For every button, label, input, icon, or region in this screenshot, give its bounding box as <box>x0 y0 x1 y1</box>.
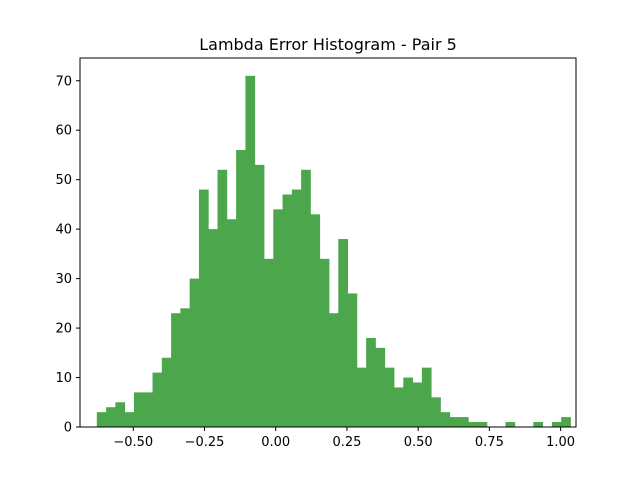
histogram-bar <box>347 293 358 427</box>
histogram-bar <box>180 308 191 427</box>
y-tick-label: 10 <box>55 371 72 386</box>
y-tick-label: 30 <box>55 272 72 287</box>
histogram-bar <box>319 258 330 427</box>
histogram-bar <box>431 397 441 427</box>
histogram-bar <box>459 417 469 427</box>
histogram-bar <box>263 258 274 427</box>
histogram-bars <box>96 75 571 428</box>
histogram-bar <box>412 382 423 427</box>
x-tick-label: −0.50 <box>113 435 153 450</box>
x-tick-label: 0.50 <box>404 435 433 450</box>
histogram-bar <box>282 194 293 427</box>
y-tick-label: 20 <box>55 322 72 337</box>
y-axis-ticks: 0 10 20 30 40 50 60 70 <box>55 74 80 436</box>
x-tick-label: 0.00 <box>261 435 290 450</box>
histogram-bar <box>115 402 126 427</box>
histogram-bar <box>133 392 144 427</box>
y-tick-label: 0 <box>64 421 72 436</box>
histogram-bar <box>477 422 488 427</box>
histogram-bar <box>254 164 265 427</box>
plot-frame <box>79 57 577 428</box>
histogram-bar <box>356 367 367 427</box>
histogram-bar <box>505 422 516 427</box>
histogram-bar <box>124 412 135 427</box>
histogram-bar <box>394 387 404 427</box>
y-tick-label: 40 <box>55 223 72 238</box>
histogram-bar <box>338 239 348 427</box>
histogram-bar <box>171 313 181 427</box>
histogram-bar <box>189 278 200 427</box>
histogram-bar <box>161 357 172 427</box>
y-tick-label: 70 <box>55 74 72 89</box>
histogram-bar <box>384 367 395 427</box>
histogram-bar <box>366 337 376 427</box>
histogram-bar <box>561 417 571 427</box>
histogram-bar <box>226 219 237 427</box>
histogram-bar <box>291 189 302 427</box>
x-axis-ticks: −0.50 −0.25 0.00 0.25 0.50 0.75 1.00 <box>113 427 575 450</box>
x-tick-label: 0.75 <box>475 435 504 450</box>
histogram-bar <box>440 412 451 427</box>
histogram-bar <box>310 214 321 427</box>
histogram-bar <box>217 169 228 428</box>
x-tick-label: 1.00 <box>546 435 575 450</box>
histogram-bar <box>421 367 432 427</box>
histogram-bar <box>329 313 339 427</box>
x-tick-label: 0.25 <box>332 435 361 450</box>
histogram-bar <box>403 377 413 427</box>
histogram-bar <box>143 392 153 427</box>
y-tick-label: 50 <box>55 173 72 188</box>
histogram-bar <box>198 189 209 427</box>
histogram-bar <box>375 347 386 427</box>
histogram-bar <box>533 422 544 427</box>
chart-title: Lambda Error Histogram - Pair 5 <box>199 35 457 54</box>
histogram-bar <box>273 209 283 427</box>
histogram-bar <box>468 422 478 427</box>
histogram-bar <box>245 75 256 427</box>
histogram-bar <box>208 229 218 427</box>
histogram-bar <box>551 422 562 427</box>
x-tick-label: −0.25 <box>185 435 225 450</box>
y-tick-label: 60 <box>55 124 72 139</box>
histogram-bar <box>449 417 460 427</box>
histogram-bar <box>301 169 311 428</box>
histogram-bar <box>106 407 116 427</box>
histogram-bar <box>152 372 163 427</box>
histogram-bar <box>236 150 246 427</box>
histogram-bar <box>96 412 107 427</box>
